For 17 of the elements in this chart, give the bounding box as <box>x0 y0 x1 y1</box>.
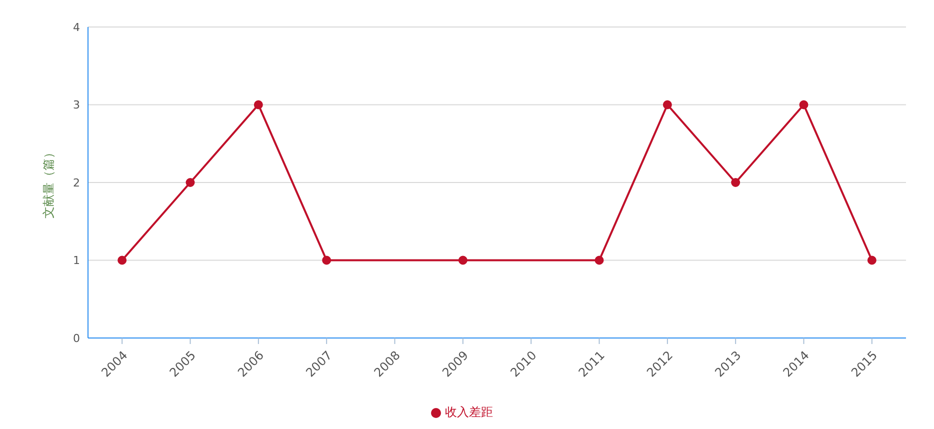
legend-label: 收入差距 <box>445 405 493 419</box>
point <box>118 256 127 265</box>
y-tick-label: 3 <box>73 98 80 112</box>
point <box>799 100 808 110</box>
point <box>731 178 740 187</box>
y-tick-label: 0 <box>73 332 80 345</box>
y-tick-label: 2 <box>73 176 80 190</box>
y-axis-title: 文献量（篇） <box>41 146 56 218</box>
point <box>867 256 876 265</box>
y-tick-label: 1 <box>73 254 80 268</box>
point <box>594 256 604 265</box>
point <box>186 178 195 187</box>
point <box>254 100 263 110</box>
point <box>458 256 468 265</box>
point <box>322 256 332 265</box>
point <box>662 100 672 110</box>
y-tick-label: 4 <box>73 20 80 34</box>
